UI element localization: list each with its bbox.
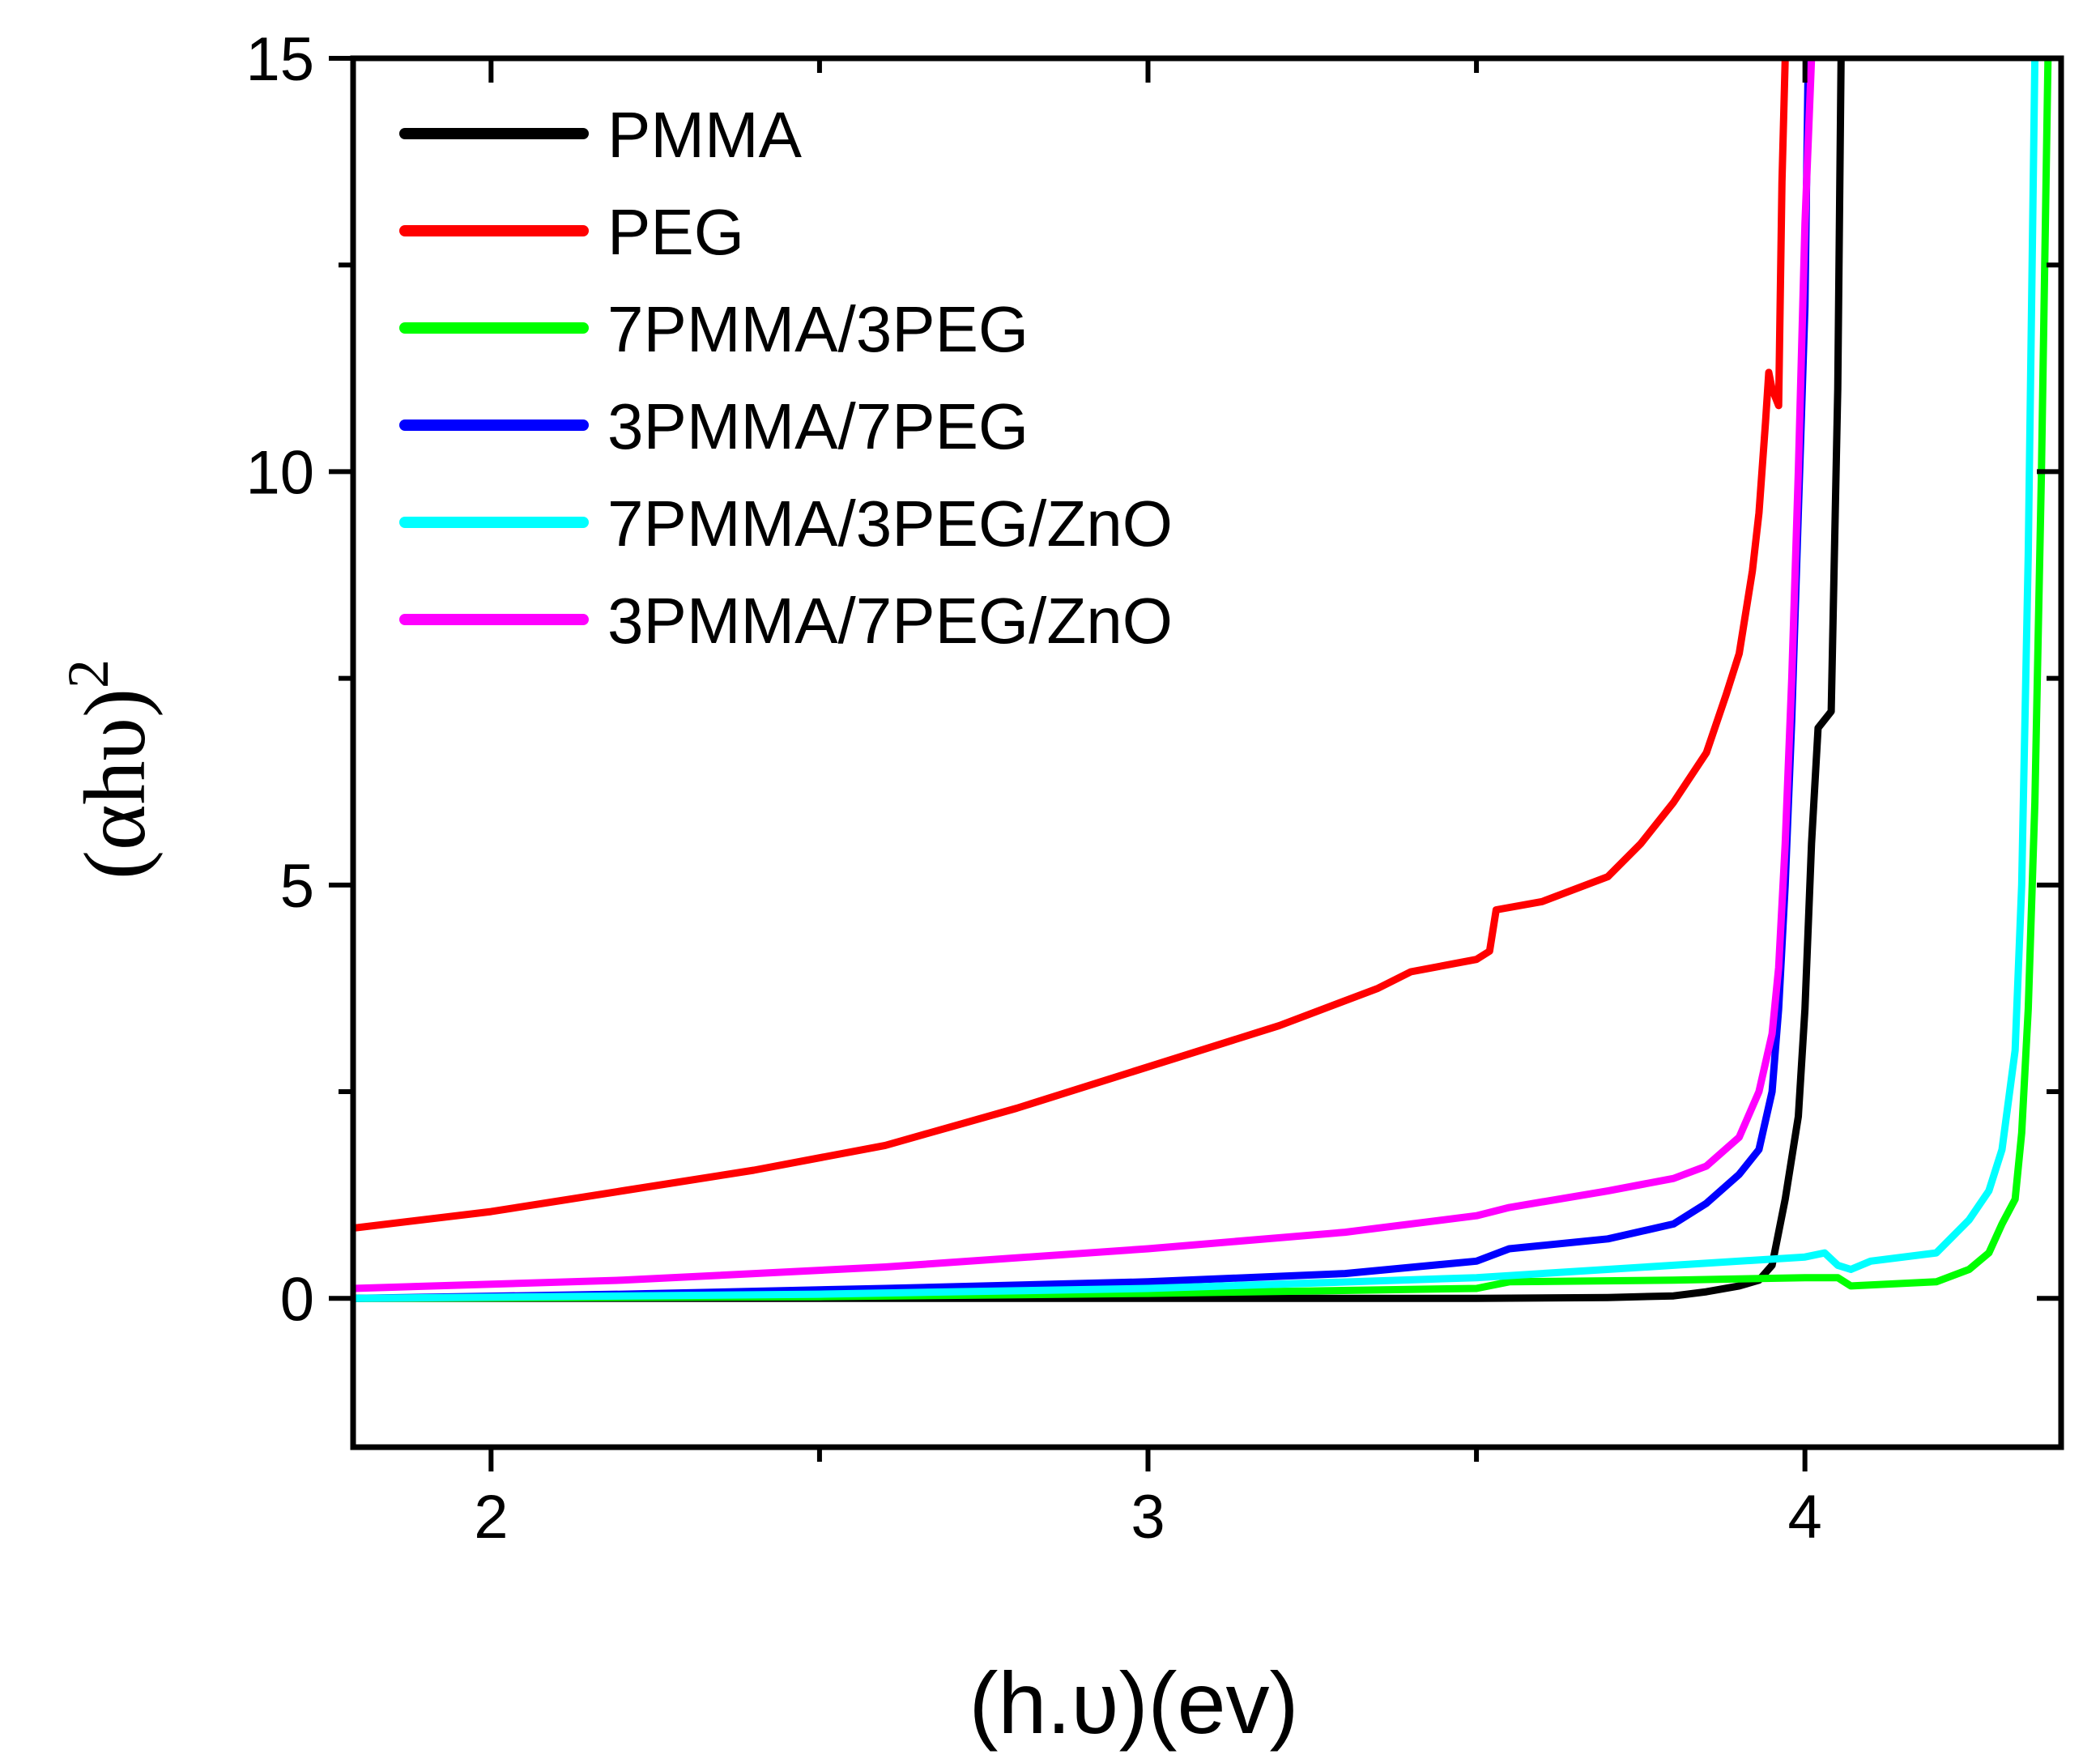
y-tick-label: 5 <box>280 852 314 921</box>
series-line-5 <box>353 58 1816 1292</box>
legend-label: 3PMMA/7PEG <box>607 390 1029 462</box>
series-line-1 <box>353 58 1789 1232</box>
legend: PMMA PEG 7PMMA/3PEG 3PMMA/7PEG 7PMMA/3PEG/Zn… <box>399 99 1173 657</box>
y-axis-title: (αhυ)2 <box>56 659 164 879</box>
series-line-4 <box>353 58 2039 1302</box>
legend-label: 3PMMA/7PEG/ZnO <box>607 585 1173 657</box>
plot-frame <box>350 55 2064 1450</box>
series-line-0 <box>353 58 1845 1302</box>
series-layer <box>353 58 2052 1302</box>
legend-label: 7PMMA/3PEG/ZnO <box>607 488 1173 560</box>
y-axis-title-text: (αhυ) <box>67 688 164 879</box>
legend-label: PEG <box>607 196 744 268</box>
y-tick-label: 10 <box>245 438 314 507</box>
y-tick-label: 0 <box>280 1265 314 1334</box>
legend-label: 7PMMA/3PEG <box>607 293 1029 365</box>
y-tick-label: 15 <box>245 25 314 94</box>
x-axis-title: (h.υ)(ev) <box>969 1654 1298 1752</box>
svg-text:(αhυ)2: (αhυ)2 <box>56 659 164 879</box>
x-tick-label: 4 <box>1788 1483 1822 1552</box>
x-tick-label: 2 <box>474 1483 508 1552</box>
ticks-layer: 2 3 4 0 5 10 15 <box>245 25 2061 1552</box>
series-line-3 <box>353 58 1812 1302</box>
series-line-2 <box>353 58 2052 1302</box>
x-tick-label: 3 <box>1131 1483 1165 1552</box>
y-axis-title-superscript: 2 <box>56 659 121 688</box>
legend-label: PMMA <box>607 99 803 171</box>
